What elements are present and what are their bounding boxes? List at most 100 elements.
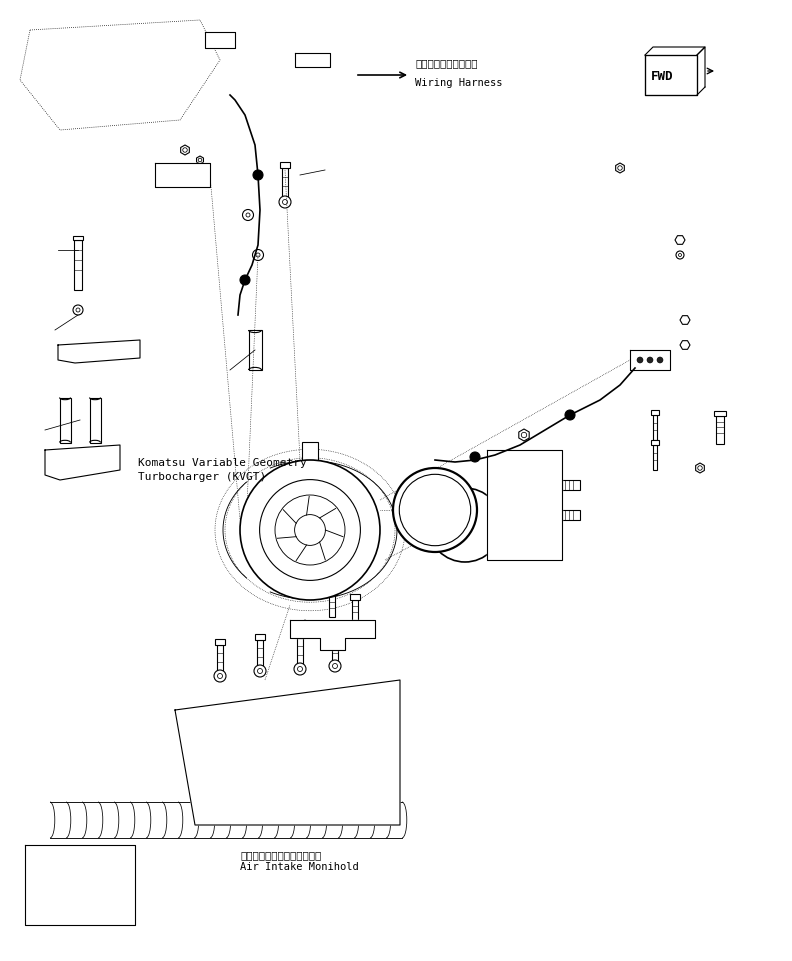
Polygon shape: [58, 340, 140, 363]
Bar: [280, 162, 290, 168]
Bar: [352, 600, 358, 620]
Circle shape: [76, 346, 84, 354]
Polygon shape: [680, 315, 690, 324]
Polygon shape: [680, 340, 690, 350]
Polygon shape: [487, 450, 562, 560]
Bar: [330, 632, 340, 638]
Polygon shape: [675, 235, 685, 244]
Bar: [59, 398, 70, 442]
Circle shape: [242, 209, 253, 220]
Circle shape: [194, 171, 202, 179]
Text: Komatsu Variable Geometry: Komatsu Variable Geometry: [138, 458, 307, 468]
Circle shape: [260, 480, 360, 580]
Polygon shape: [205, 32, 235, 48]
Bar: [73, 235, 83, 240]
Polygon shape: [645, 55, 697, 95]
Circle shape: [329, 660, 341, 672]
Bar: [653, 415, 657, 440]
Circle shape: [647, 357, 653, 363]
Circle shape: [275, 495, 345, 565]
Polygon shape: [196, 156, 204, 164]
Circle shape: [254, 665, 266, 677]
Circle shape: [163, 171, 171, 179]
Bar: [30, 895, 42, 903]
Circle shape: [494, 460, 504, 470]
Bar: [297, 638, 303, 666]
Text: Wiring Harness: Wiring Harness: [415, 78, 502, 88]
Circle shape: [545, 460, 555, 470]
Bar: [716, 416, 724, 444]
Circle shape: [240, 460, 380, 600]
Circle shape: [299, 57, 306, 63]
Circle shape: [214, 670, 226, 682]
Circle shape: [124, 343, 132, 351]
Circle shape: [73, 305, 83, 315]
Bar: [329, 595, 335, 617]
Circle shape: [340, 765, 350, 775]
Polygon shape: [295, 53, 330, 67]
Circle shape: [676, 251, 684, 259]
Circle shape: [240, 275, 250, 285]
Circle shape: [290, 725, 300, 735]
Text: Air Intake Monihold: Air Intake Monihold: [240, 862, 359, 872]
Bar: [78, 895, 90, 903]
Circle shape: [325, 633, 335, 643]
Polygon shape: [290, 620, 375, 650]
Bar: [217, 645, 223, 673]
Circle shape: [101, 344, 109, 352]
Text: Turbocharger (KVGT): Turbocharger (KVGT): [138, 472, 266, 482]
Circle shape: [545, 540, 555, 550]
Circle shape: [428, 488, 502, 562]
Bar: [562, 510, 580, 520]
Text: ワイヤリングハーネス: ワイヤリングハーネス: [415, 58, 478, 68]
Circle shape: [250, 765, 260, 775]
Bar: [62, 895, 74, 903]
Bar: [651, 410, 659, 415]
Bar: [249, 330, 261, 370]
Text: FWD: FWD: [651, 70, 673, 84]
Circle shape: [393, 468, 477, 552]
Polygon shape: [695, 463, 704, 473]
Circle shape: [105, 855, 125, 875]
Bar: [562, 480, 580, 490]
Polygon shape: [155, 163, 210, 187]
Circle shape: [470, 452, 480, 462]
Bar: [327, 589, 337, 595]
Circle shape: [210, 730, 220, 740]
Bar: [295, 632, 305, 638]
Circle shape: [657, 357, 663, 363]
Circle shape: [330, 725, 340, 735]
Polygon shape: [630, 350, 670, 370]
Circle shape: [565, 410, 575, 420]
Polygon shape: [175, 680, 400, 825]
Polygon shape: [45, 445, 120, 480]
Bar: [215, 639, 225, 645]
Bar: [332, 638, 338, 663]
Circle shape: [294, 663, 306, 675]
Circle shape: [290, 765, 300, 775]
Bar: [110, 895, 122, 903]
Bar: [282, 168, 287, 198]
Bar: [302, 442, 318, 462]
Circle shape: [179, 171, 187, 179]
Bar: [46, 895, 58, 903]
Circle shape: [220, 780, 230, 790]
Circle shape: [310, 57, 318, 63]
Polygon shape: [25, 845, 135, 925]
Bar: [89, 398, 101, 442]
Bar: [74, 240, 82, 290]
Bar: [94, 895, 106, 903]
Bar: [651, 440, 659, 445]
Bar: [714, 411, 726, 416]
Polygon shape: [519, 429, 529, 441]
Polygon shape: [301, 620, 310, 630]
Circle shape: [70, 855, 90, 875]
Circle shape: [295, 514, 326, 546]
Circle shape: [250, 725, 260, 735]
Circle shape: [253, 170, 263, 180]
Circle shape: [637, 357, 643, 363]
Circle shape: [253, 250, 264, 260]
Bar: [350, 595, 360, 600]
Circle shape: [494, 540, 504, 550]
Polygon shape: [181, 145, 189, 155]
